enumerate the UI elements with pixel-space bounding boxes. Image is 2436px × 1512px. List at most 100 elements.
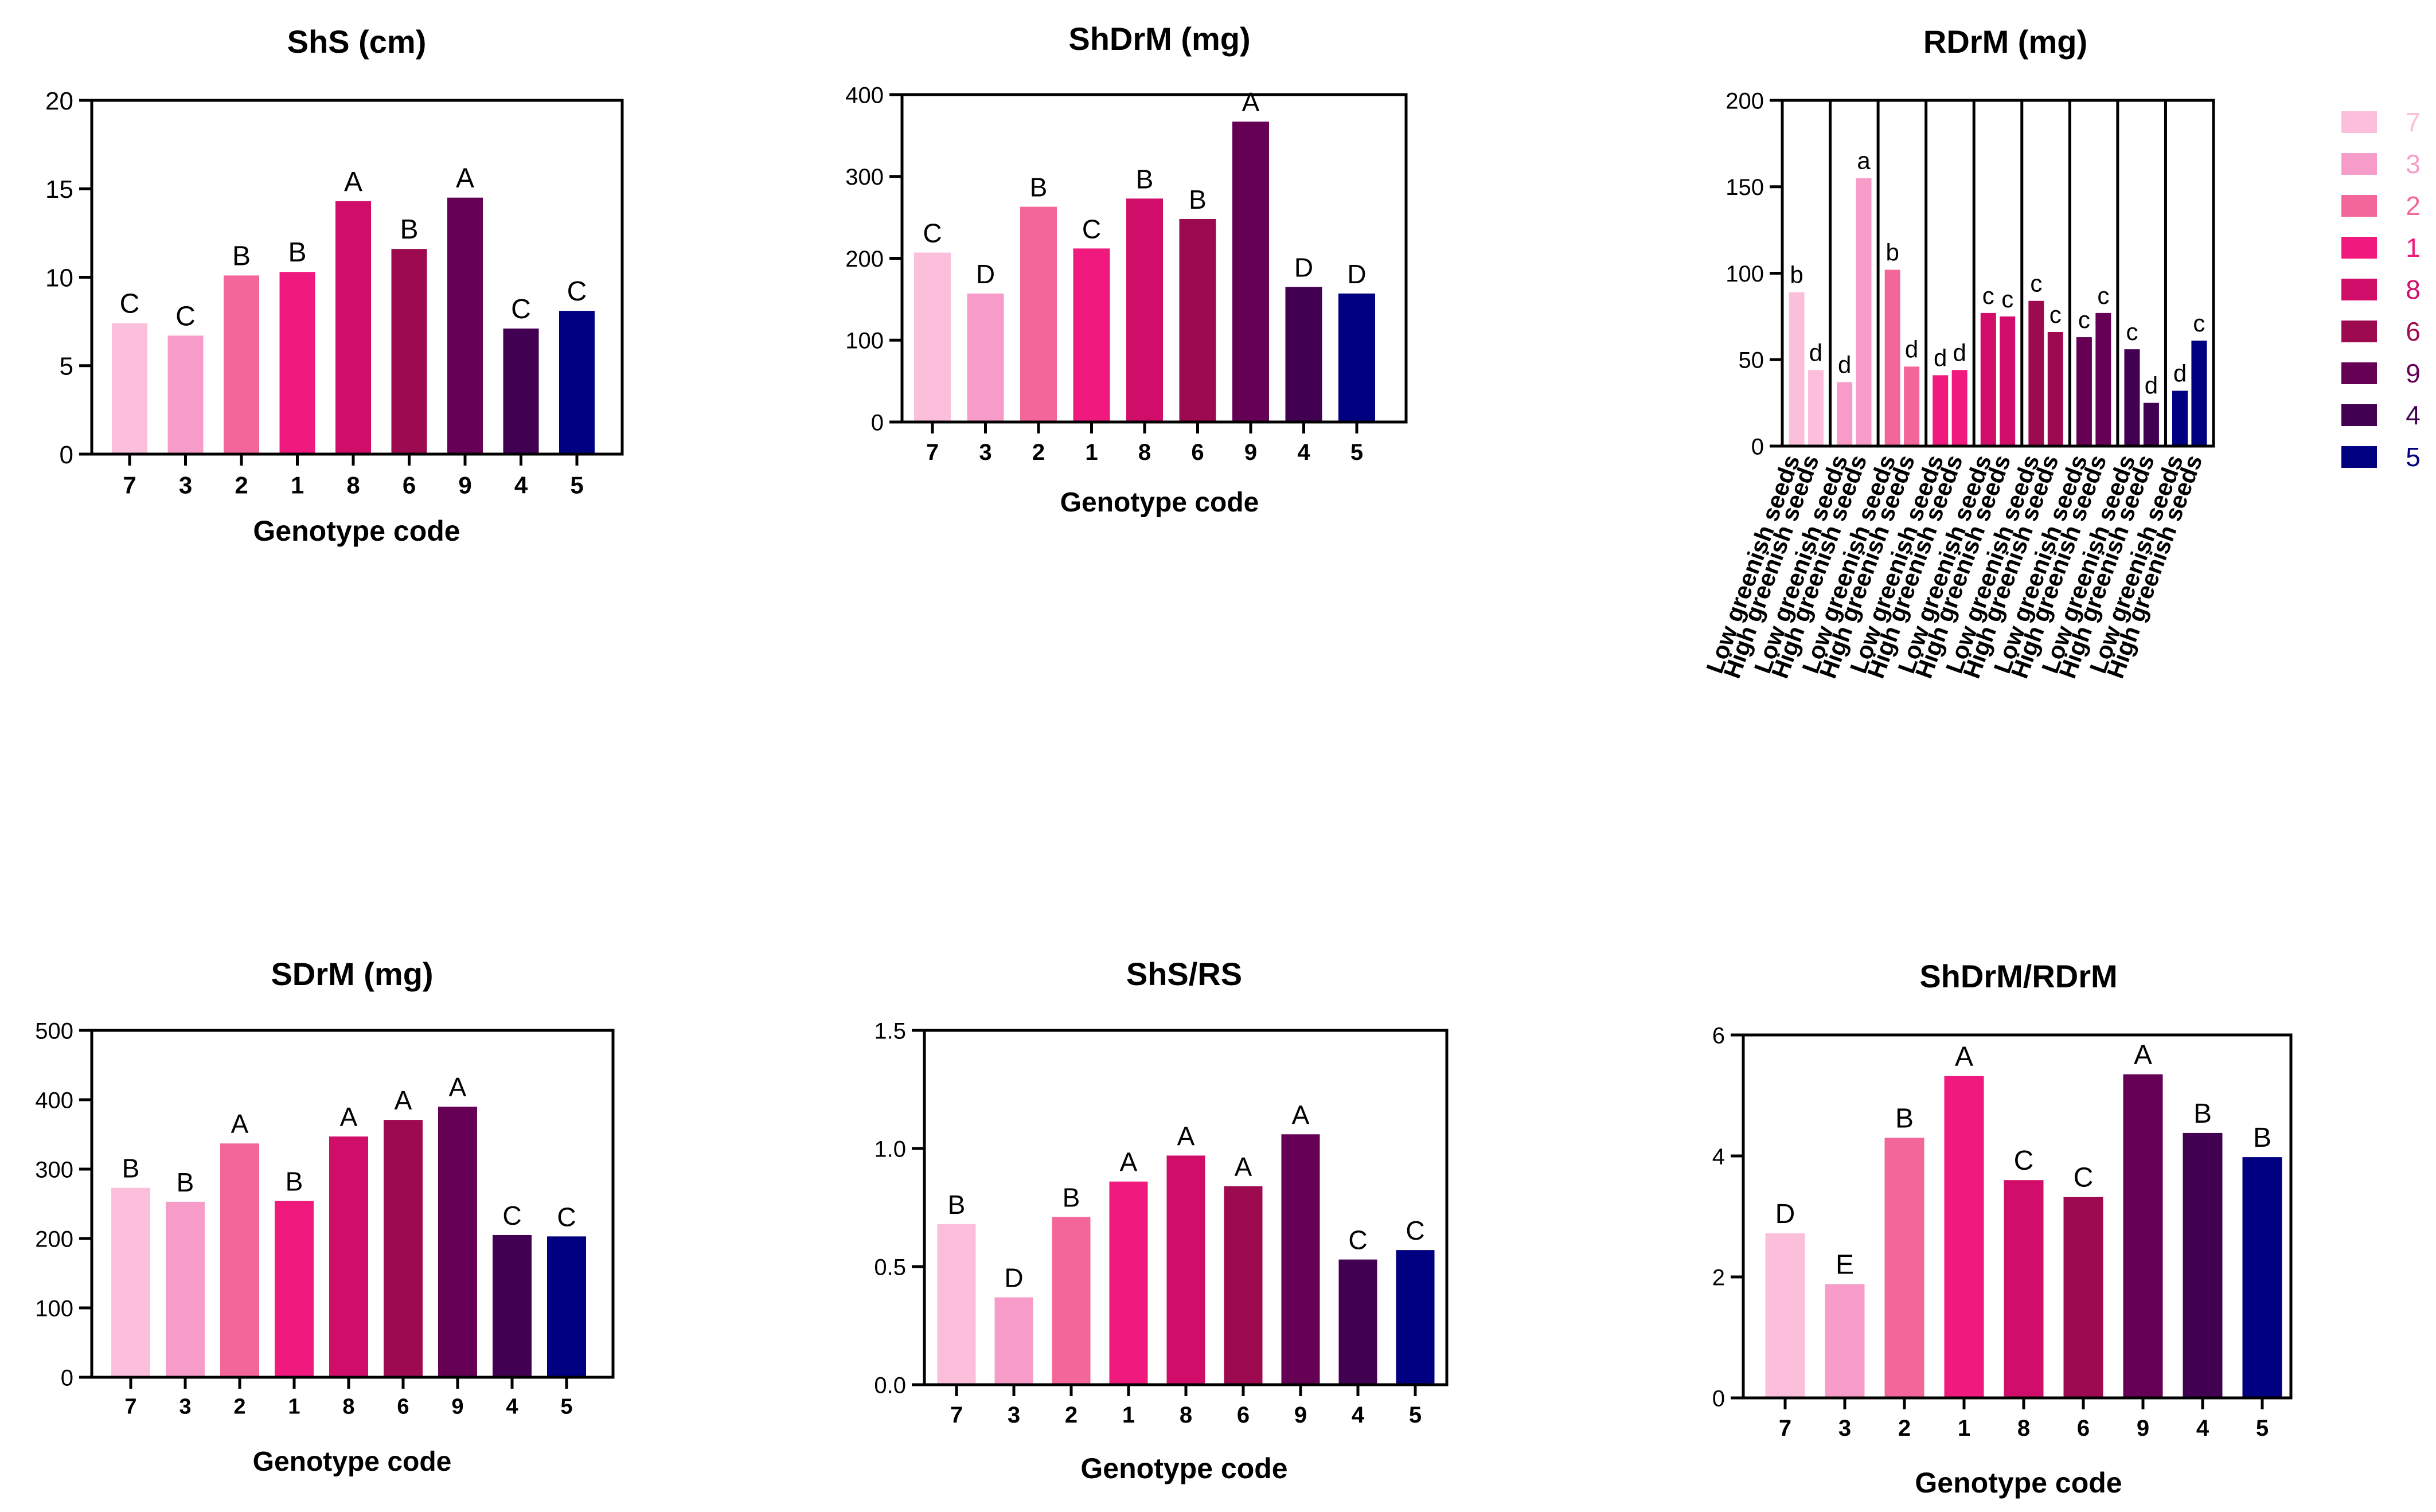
y-tick-label: 150 bbox=[1726, 175, 1764, 200]
legend-swatch bbox=[2341, 111, 2377, 133]
significance-letter: d bbox=[1838, 351, 1851, 378]
x-tick-label: 8 bbox=[2017, 1416, 2030, 1441]
bar bbox=[1884, 269, 1900, 445]
significance-letter: D bbox=[976, 259, 995, 289]
significance-letter: B bbox=[2253, 1123, 2271, 1153]
bar bbox=[503, 328, 539, 453]
significance-letter: A bbox=[1120, 1147, 1138, 1177]
x-tick-label: 1 bbox=[288, 1395, 300, 1419]
significance-letter: C bbox=[923, 218, 942, 248]
bar bbox=[447, 197, 483, 453]
significance-letter: D bbox=[1775, 1199, 1795, 1229]
bar bbox=[1020, 206, 1057, 421]
x-tick-label: 9 bbox=[451, 1395, 463, 1419]
chart-marks: 0 100 200 300 400 C 7 D 3 B 2 C 1 B 8 B 6 A 9 D 4 D 5 bbox=[845, 83, 1408, 465]
x-axis-label: Genotype code bbox=[1915, 1467, 2122, 1499]
x-axis-label: Genotype code bbox=[1060, 487, 1259, 518]
bar bbox=[559, 311, 595, 453]
x-tick-label: 9 bbox=[1294, 1402, 1307, 1428]
x-tick-label: 5 bbox=[2256, 1416, 2269, 1441]
bar bbox=[2123, 1074, 2163, 1397]
bar bbox=[1052, 1217, 1091, 1384]
y-tick-label: 4 bbox=[1712, 1144, 1725, 1169]
y-tick-label: 1.0 bbox=[874, 1136, 906, 1162]
chart-shdrm-rdrm: ShDrM/RDrM 0 2 4 6 D 7 E 3 B 2 A 1 C 8 C 6 A 9 B 4 B 5 Genoty… bbox=[1712, 958, 2293, 1499]
significance-letter: B bbox=[177, 1167, 194, 1197]
x-tick-label: 6 bbox=[2077, 1416, 2090, 1441]
significance-letter: B bbox=[232, 241, 251, 271]
chart-marks: 0 2 4 6 D 7 E 3 B 2 A 1 C 8 C 6 A 9 B 4 B 5 bbox=[1712, 1023, 2293, 1441]
bar bbox=[1179, 218, 1216, 421]
chart-title: ShS (cm) bbox=[287, 24, 427, 60]
x-tick-label: 4 bbox=[1352, 1402, 1365, 1428]
significance-letter: D bbox=[1347, 259, 1366, 289]
significance-letter: C bbox=[2074, 1163, 2094, 1193]
y-tick-label: 400 bbox=[35, 1088, 73, 1113]
x-axis-label: Genotype code bbox=[1080, 1452, 1287, 1484]
x-tick-label: 8 bbox=[1180, 1402, 1192, 1428]
significance-letter: B bbox=[1030, 173, 1048, 202]
bar bbox=[2004, 1180, 2044, 1397]
x-tick-label: 7 bbox=[124, 1395, 136, 1419]
significance-letter: c bbox=[2078, 306, 2090, 333]
bar bbox=[384, 1120, 423, 1376]
bar bbox=[2183, 1132, 2223, 1397]
legend-swatch bbox=[2341, 404, 2377, 426]
significance-letter: B bbox=[1136, 164, 1154, 194]
significance-letter: A bbox=[340, 1102, 358, 1132]
y-tick-label: 20 bbox=[45, 87, 73, 115]
bar bbox=[1396, 1250, 1435, 1384]
significance-letter: A bbox=[395, 1085, 412, 1115]
chart-marks: 0.0 0.5 1.0 1.5 B 7 D 3 B 2 A 1 A 8 A 6 A 9 C 4 C 5 bbox=[874, 1018, 1449, 1428]
legend: 7 3 2 1 8 6 9 4 5 bbox=[2341, 107, 2421, 472]
significance-letter: A bbox=[344, 167, 362, 197]
chart-title: ShDrM (mg) bbox=[1068, 21, 1250, 57]
legend-label: 7 bbox=[2406, 107, 2421, 137]
y-tick-label: 0 bbox=[1751, 434, 1764, 459]
bar bbox=[1338, 1259, 1377, 1384]
bar bbox=[1285, 287, 1322, 421]
significance-letter: B bbox=[1189, 185, 1207, 214]
significance-letter: E bbox=[1836, 1250, 1854, 1280]
significance-letter: B bbox=[286, 1167, 303, 1197]
x-tick-label: 5 bbox=[560, 1395, 572, 1419]
y-tick-label: 0 bbox=[61, 1365, 73, 1390]
bar bbox=[1224, 1186, 1263, 1384]
significance-letter: d bbox=[1905, 335, 1918, 362]
bar bbox=[1933, 375, 1949, 445]
bar bbox=[275, 1201, 314, 1376]
x-tick-label: 2 bbox=[1898, 1416, 1911, 1441]
bar bbox=[167, 335, 204, 453]
bar bbox=[1166, 1155, 1205, 1384]
significance-letter: A bbox=[1242, 87, 1260, 117]
bar bbox=[166, 1201, 205, 1376]
chart-marks: 0 5 10 15 20 C 7 C 3 B 2 B 1 A 8 B 6 A 9 C 4 C 5 bbox=[45, 87, 624, 498]
legend-label: 9 bbox=[2406, 358, 2421, 388]
significance-letter: B bbox=[948, 1190, 966, 1220]
significance-letter: A bbox=[2134, 1040, 2152, 1070]
bar bbox=[1980, 312, 1996, 445]
bar bbox=[1856, 178, 1872, 445]
bar bbox=[493, 1234, 532, 1376]
y-tick-label: 1.5 bbox=[874, 1018, 906, 1044]
bar bbox=[2191, 341, 2207, 445]
chart-title: ShDrM/RDrM bbox=[1919, 958, 2117, 994]
significance-letter: B bbox=[122, 1154, 140, 1183]
x-tick-label: 3 bbox=[1008, 1402, 1020, 1428]
chart-title: RDrM (mg) bbox=[1923, 24, 2087, 60]
y-tick-label: 15 bbox=[45, 175, 73, 204]
y-tick-label: 200 bbox=[35, 1226, 73, 1252]
x-tick-label: 3 bbox=[179, 1395, 191, 1419]
chart-title: ShS/RS bbox=[1126, 956, 1242, 992]
bar bbox=[335, 201, 371, 453]
legend-label: 8 bbox=[2406, 275, 2421, 304]
significance-letter: D bbox=[1004, 1263, 1023, 1293]
significance-letter: A bbox=[231, 1109, 249, 1139]
significance-letter: d bbox=[1953, 339, 1966, 366]
significance-letter: c bbox=[2097, 282, 2109, 309]
y-tick-label: 300 bbox=[845, 165, 884, 190]
legend-swatch bbox=[2341, 446, 2377, 468]
significance-letter: B bbox=[1895, 1103, 1914, 1134]
bar bbox=[1884, 1138, 1924, 1397]
x-tick-label: 8 bbox=[1138, 440, 1151, 465]
